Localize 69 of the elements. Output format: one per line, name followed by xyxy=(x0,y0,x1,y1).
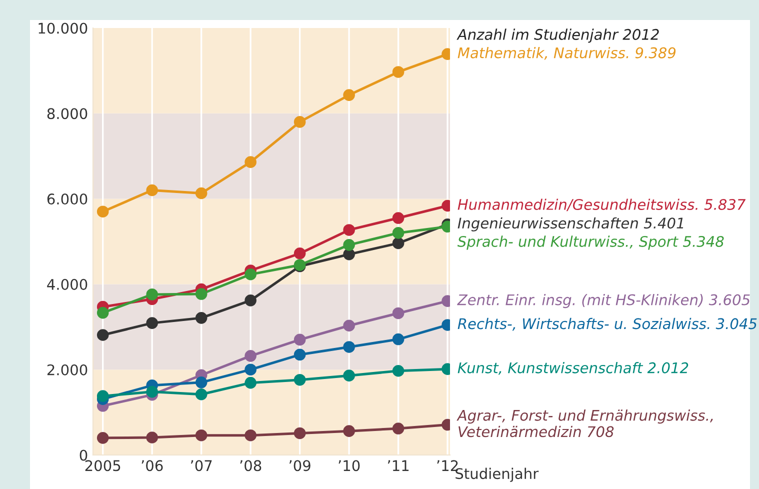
y-tick-label: 8.000 xyxy=(47,108,88,120)
x-tick-label: ’09 xyxy=(289,460,310,472)
point xyxy=(294,427,306,440)
point xyxy=(195,312,208,324)
point xyxy=(294,334,306,346)
point xyxy=(392,227,404,239)
point xyxy=(392,237,404,250)
point xyxy=(96,390,109,402)
point xyxy=(294,248,306,260)
legend-title: Anzahl im Studienjahr 2012 xyxy=(456,28,659,43)
x-tick-label: ’10 xyxy=(338,460,360,472)
x-tick-label: ’08 xyxy=(240,460,262,472)
point xyxy=(294,374,306,386)
point xyxy=(392,66,404,78)
x-tick-label: ’07 xyxy=(191,460,212,472)
point xyxy=(343,89,355,101)
text: Sprach- und Kulturwiss., Sport 5.348 xyxy=(457,236,724,250)
point xyxy=(244,376,256,389)
point xyxy=(392,333,404,346)
x-tick-label: ’12 xyxy=(437,460,458,471)
point xyxy=(96,432,109,444)
point xyxy=(343,341,355,353)
x-axis-title: Studienjahr xyxy=(456,468,539,482)
point xyxy=(244,350,256,362)
point xyxy=(195,376,208,388)
text: Rechts-, Wirtschafts- u. Sozialwiss. 3.045 xyxy=(458,318,757,331)
text: Agrar-, Forst- und Ernährungswiss., Veterinärmedizin 708 xyxy=(456,410,713,438)
point xyxy=(343,248,355,260)
point xyxy=(392,307,404,320)
y-tick-label: 6.000 xyxy=(47,194,88,205)
point xyxy=(392,212,404,224)
point xyxy=(146,288,158,300)
text: Kunst, Kunstwissenschaft 2.012 xyxy=(458,362,688,375)
y-tick-label: 0 xyxy=(80,450,88,461)
point xyxy=(195,429,208,442)
point xyxy=(195,288,208,300)
point xyxy=(146,317,158,329)
y-tick-label: 4.000 xyxy=(47,278,88,290)
point xyxy=(343,320,355,332)
point xyxy=(244,294,256,306)
text: Mathematik, Naturwiss. 9.389 xyxy=(458,47,676,60)
point xyxy=(244,429,256,442)
point xyxy=(96,306,109,319)
point xyxy=(146,184,158,196)
point xyxy=(96,329,109,341)
x-tick-label: ’11 xyxy=(388,460,409,471)
point xyxy=(294,348,306,361)
point xyxy=(195,388,208,400)
y-tick-label: 2.000 xyxy=(47,364,88,376)
point xyxy=(146,386,158,398)
text: Zentr. Einr. insg. (mit HS-Kliniken) 3.605 xyxy=(457,294,750,308)
point xyxy=(195,187,208,200)
point xyxy=(96,206,109,218)
text: Ingenieurwissenschaften 5.401 xyxy=(458,217,684,232)
x-tick-label: ’06 xyxy=(142,460,163,472)
y-tick-label: 10.000 xyxy=(38,22,88,34)
point xyxy=(343,239,355,251)
point xyxy=(146,432,158,444)
x-tick-label: 2005 xyxy=(85,460,120,472)
point xyxy=(244,156,256,168)
point xyxy=(343,370,355,382)
point xyxy=(392,422,404,434)
text: Humanmedizin/Gesundheitswiss. 5.837 xyxy=(458,198,746,212)
point xyxy=(343,425,355,437)
point xyxy=(294,116,306,128)
point xyxy=(392,364,404,377)
point xyxy=(343,224,355,236)
point xyxy=(244,268,256,280)
point xyxy=(244,364,256,376)
